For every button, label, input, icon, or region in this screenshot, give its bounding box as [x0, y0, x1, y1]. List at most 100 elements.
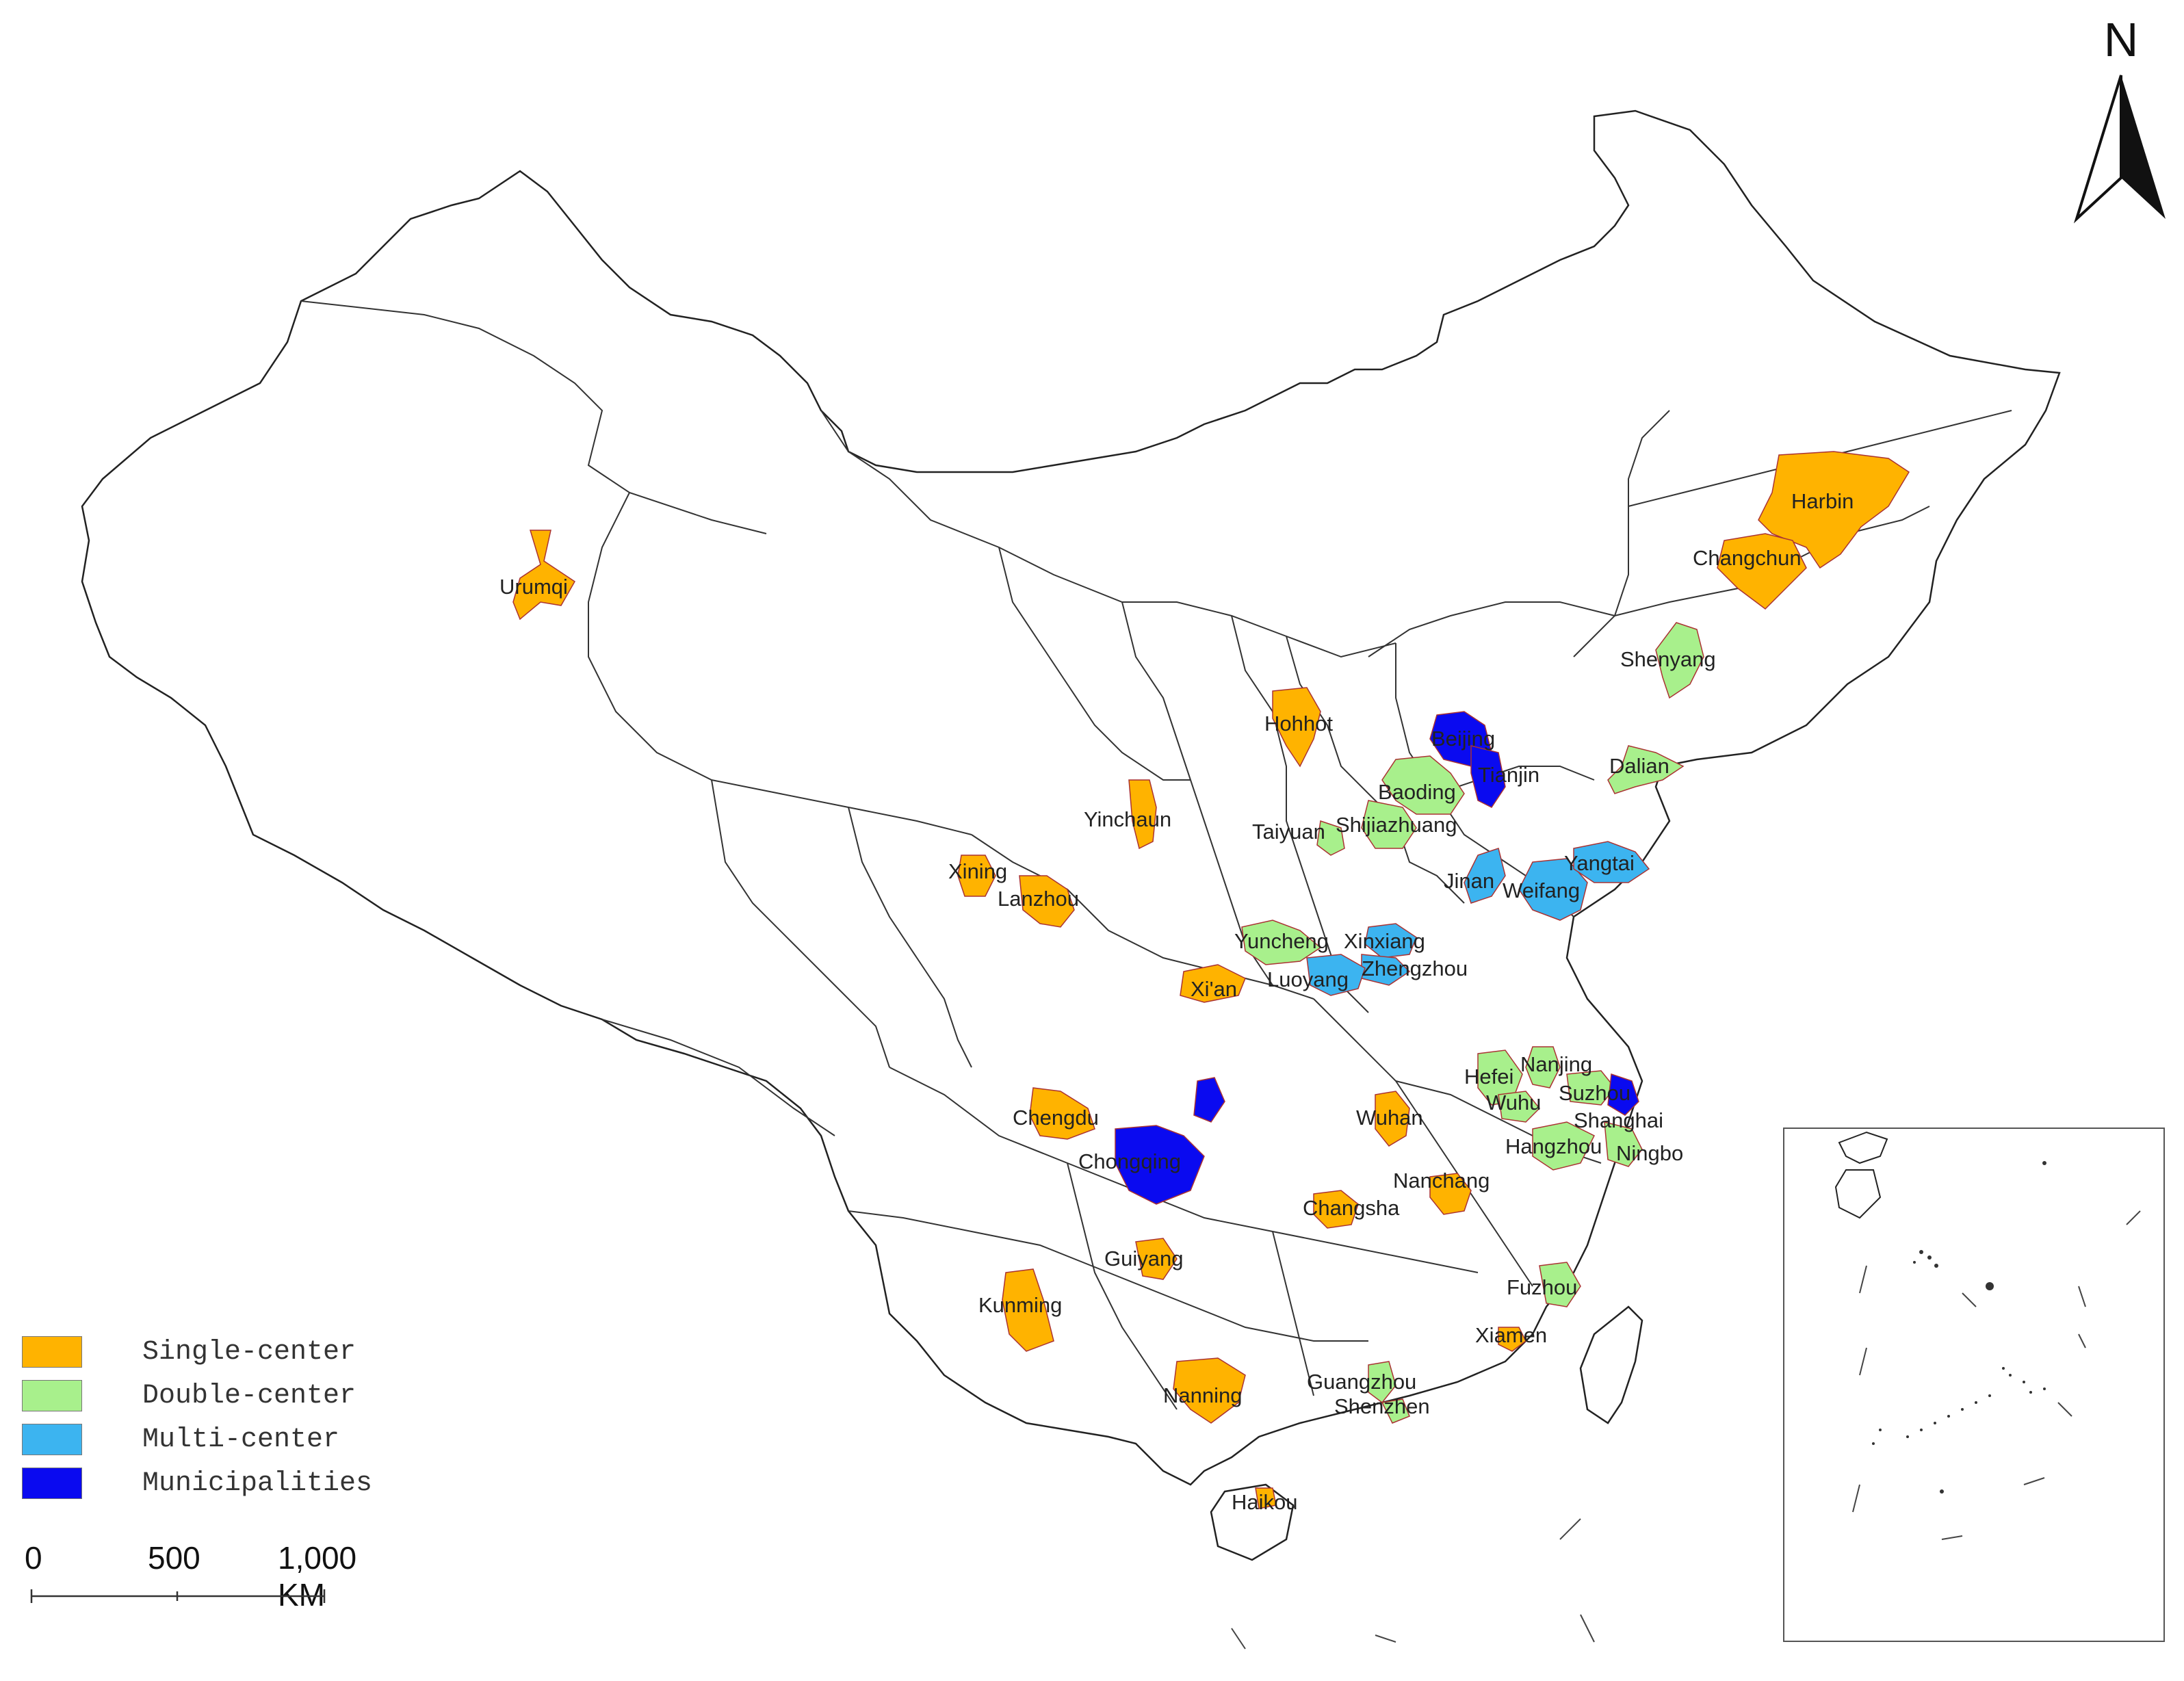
region-shenzhen: [1381, 1398, 1410, 1424]
legend-item-single-center: Single-center: [22, 1330, 405, 1374]
label-shanghai: Shanghai: [1574, 1108, 1663, 1132]
region-nanjing: [1525, 1046, 1561, 1089]
south-sea-marks: [1231, 1518, 1595, 1650]
north-arrow-icon: [2073, 75, 2122, 224]
region-shenyang: [1655, 622, 1704, 699]
label-nanchang: Nanchang: [1393, 1169, 1490, 1193]
region-xian: [1180, 964, 1246, 1003]
region-xinxiang: [1364, 923, 1417, 959]
label-beijing: Beijing: [1431, 727, 1495, 751]
label-jinan: Jinan: [1444, 869, 1494, 893]
label-hangzhou: Hangzhou: [1505, 1134, 1602, 1158]
legend-label: Municipalities: [142, 1468, 373, 1499]
legend-label: Multi-center: [142, 1424, 340, 1455]
label-ningbo: Ningbo: [1616, 1141, 1683, 1165]
label-changsha: Changsha: [1303, 1196, 1400, 1220]
scale-tick-0: 0: [25, 1540, 42, 1576]
legend-label: Single-center: [142, 1336, 356, 1368]
label-xinxiang: Xinxiang: [1344, 929, 1425, 953]
label-shenzhen: Shenzhen: [1334, 1394, 1430, 1418]
region-shijiazhuang: [1361, 800, 1417, 849]
legend-item-municipalities: Municipalities: [22, 1461, 405, 1505]
region-shanghai: [1607, 1073, 1639, 1116]
legend: Single-center Double-center Multi-center…: [22, 1330, 405, 1505]
country-outline: [81, 109, 2061, 1486]
city-labels: Urumqi Harbin Changchun Shenyang Hohhot …: [499, 489, 1854, 1514]
label-xiamen: Xiamen: [1475, 1323, 1547, 1347]
region-hohhot: [1272, 687, 1321, 768]
region-suzhou: [1566, 1070, 1615, 1106]
label-fuzhou: Fuzhou: [1507, 1275, 1577, 1299]
taiwan-outline: [1579, 1305, 1643, 1424]
label-chengdu: Chengdu: [1013, 1106, 1099, 1130]
region-lanzhou: [1019, 875, 1075, 928]
north-label: N: [2104, 14, 2139, 66]
scale-tick-1000: 1,000 KM: [278, 1540, 357, 1613]
region-fuzhou: [1539, 1262, 1581, 1307]
region-guangzhou: [1368, 1361, 1396, 1404]
label-shijiazhuang: Shijiazhuang: [1336, 813, 1457, 837]
region-baoding: [1381, 755, 1465, 815]
label-changchun: Changchun: [1693, 546, 1802, 570]
region-taiyuan: [1316, 820, 1345, 856]
region-xiamen: [1498, 1327, 1526, 1352]
region-luoyang: [1306, 954, 1366, 996]
region-urumqi: [512, 530, 575, 621]
label-yangtai: Yangtai: [1564, 851, 1635, 875]
label-xining: Xining: [948, 859, 1007, 883]
label-yuncheng: Yuncheng: [1234, 929, 1329, 953]
region-yinchaun: [1128, 779, 1157, 850]
region-kunming: [1002, 1268, 1054, 1352]
legend-swatch: [22, 1380, 82, 1411]
region-nanning: [1173, 1357, 1246, 1424]
region-changsha: [1313, 1190, 1359, 1229]
region-guiyang: [1135, 1238, 1178, 1280]
region-yuncheng: [1241, 920, 1322, 965]
region-tianjin: [1470, 745, 1506, 808]
north-arrow: N: [2073, 13, 2169, 226]
label-taiyuan: Taiyuan: [1252, 820, 1325, 844]
region-harbin: [1758, 451, 1910, 569]
region-changchun: [1717, 533, 1807, 610]
label-haikou: Haikou: [1232, 1490, 1298, 1514]
label-wuhu: Wuhu: [1486, 1091, 1541, 1115]
label-chongqing: Chongqing: [1078, 1149, 1181, 1173]
label-yinchaun: Yinchaun: [1084, 807, 1171, 831]
region-wuhan: [1375, 1091, 1410, 1147]
label-nanjing: Nanjing: [1520, 1052, 1592, 1076]
label-nanning: Nanning: [1163, 1383, 1242, 1407]
city-regions: [512, 451, 1910, 1509]
region-haikou: [1255, 1487, 1277, 1509]
label-guiyang: Guiyang: [1104, 1247, 1183, 1270]
scale-tick-500: 500: [148, 1540, 200, 1576]
label-lanzhou: Lanzhou: [998, 887, 1079, 911]
province-boundaries: [300, 300, 2012, 1410]
legend-swatch: [22, 1424, 82, 1455]
label-tianjin: Tianjin: [1478, 763, 1539, 787]
scale-bar: 0 500 1,000 KM: [25, 1539, 356, 1613]
legend-swatch: [22, 1336, 82, 1368]
label-kunming: Kunming: [978, 1293, 1062, 1317]
label-shenyang: Shenyang: [1620, 647, 1716, 671]
region-jinan: [1464, 848, 1506, 904]
label-wuhan: Wuhan: [1356, 1106, 1423, 1130]
region-dalian: [1607, 745, 1685, 794]
region-nanchang: [1429, 1173, 1472, 1215]
region-weifang: [1518, 858, 1588, 921]
legend-item-double-center: Double-center: [22, 1374, 405, 1418]
label-guangzhou: Guangzhou: [1307, 1370, 1416, 1394]
region-ningbo: [1604, 1121, 1643, 1167]
region-xining: [957, 855, 996, 897]
label-dalian: Dalian: [1609, 754, 1669, 778]
label-harbin: Harbin: [1791, 489, 1854, 513]
label-luoyang: Luoyang: [1267, 967, 1349, 991]
legend-swatch: [22, 1468, 82, 1499]
label-urumqi: Urumqi: [499, 575, 568, 599]
label-hohhot: Hohhot: [1264, 712, 1333, 735]
region-chengdu: [1029, 1087, 1095, 1140]
label-weifang: Weifang: [1503, 878, 1580, 902]
legend-item-multi-center: Multi-center: [22, 1418, 405, 1461]
region-yangtai: [1573, 841, 1650, 883]
label-hefei: Hefei: [1464, 1065, 1513, 1089]
